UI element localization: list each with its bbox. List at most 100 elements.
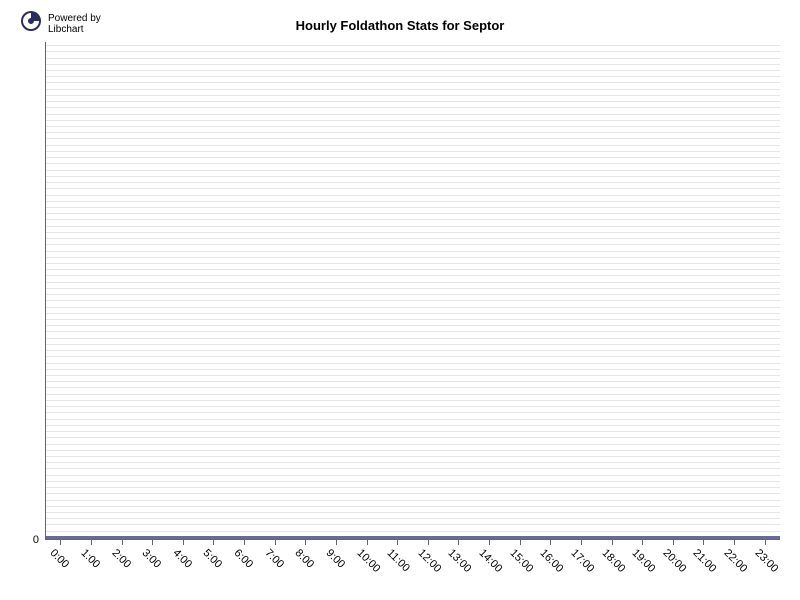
gridline: [46, 226, 780, 227]
x-tick-label: 23:00: [752, 547, 780, 575]
x-tick-label: 9:00: [323, 547, 347, 571]
x-tick-label: 6:00: [232, 547, 256, 571]
x-tick-label: 10:00: [354, 547, 382, 575]
x-tick-label: 17:00: [568, 547, 596, 575]
branding: Powered by Libchart: [20, 10, 101, 37]
x-tick: [581, 540, 582, 545]
x-tick: [642, 540, 643, 545]
gridline: [46, 213, 780, 214]
gridline: [46, 89, 780, 90]
gridline: [46, 244, 780, 245]
x-tick: [305, 540, 306, 545]
x-tick: [673, 540, 674, 545]
gridline: [46, 506, 780, 507]
x-tick-label: 1:00: [78, 547, 102, 571]
gridline: [46, 475, 780, 476]
x-tick-label: 8:00: [293, 547, 317, 571]
gridline: [46, 387, 780, 388]
gridline: [46, 456, 780, 457]
gridline: [46, 151, 780, 152]
gridline: [46, 500, 780, 501]
libchart-logo-icon: [20, 10, 42, 37]
x-tick: [458, 540, 459, 545]
x-tick: [244, 540, 245, 545]
x-tick: [367, 540, 368, 545]
gridline: [46, 450, 780, 451]
gridline: [46, 51, 780, 52]
gridline: [46, 400, 780, 401]
gridline: [46, 126, 780, 127]
gridline: [46, 444, 780, 445]
gridline: [46, 138, 780, 139]
gridline: [46, 344, 780, 345]
x-tick-label: 18:00: [599, 547, 627, 575]
gridline: [46, 481, 780, 482]
gridline: [46, 182, 780, 183]
gridline: [46, 338, 780, 339]
gridline: [46, 132, 780, 133]
gridline: [46, 257, 780, 258]
gridline: [46, 375, 780, 376]
chart-container: Powered by Libchart Hourly Foldathon Sta…: [0, 0, 800, 600]
gridline: [46, 188, 780, 189]
gridline: [46, 207, 780, 208]
gridline: [46, 313, 780, 314]
gridline: [46, 176, 780, 177]
x-tick: [489, 540, 490, 545]
gridline: [46, 381, 780, 382]
gridline: [46, 325, 780, 326]
gridline: [46, 251, 780, 252]
x-tick-label: 15:00: [507, 547, 535, 575]
x-tick-label: 16:00: [538, 547, 566, 575]
gridline: [46, 406, 780, 407]
gridline: [46, 294, 780, 295]
x-tick: [612, 540, 613, 545]
gridline: [46, 419, 780, 420]
plot-area: [45, 42, 780, 540]
x-tick: [765, 540, 766, 545]
x-tick-label: 21:00: [691, 547, 719, 575]
gridline: [46, 437, 780, 438]
gridline: [46, 394, 780, 395]
x-tick: [734, 540, 735, 545]
gridline: [46, 76, 780, 77]
gridline: [46, 331, 780, 332]
x-tick: [213, 540, 214, 545]
x-tick-label: 7:00: [262, 547, 286, 571]
x-tick: [275, 540, 276, 545]
gridline: [46, 45, 780, 46]
gridline: [46, 101, 780, 102]
x-tick: [60, 540, 61, 545]
x-tick-label: 22:00: [722, 547, 750, 575]
gridline: [46, 531, 780, 532]
x-tick: [703, 540, 704, 545]
x-tick: [152, 540, 153, 545]
gridline: [46, 114, 780, 115]
gridline: [46, 363, 780, 364]
gridline: [46, 58, 780, 59]
bar-baseline-strip: [46, 536, 780, 539]
gridline: [46, 64, 780, 65]
gridline: [46, 307, 780, 308]
x-tick-label: 3:00: [140, 547, 164, 571]
branding-text: Powered by Libchart: [48, 13, 101, 35]
y-tick-label: 0: [33, 534, 39, 546]
x-tick: [183, 540, 184, 545]
gridline: [46, 468, 780, 469]
x-tick: [336, 540, 337, 545]
x-tick: [428, 540, 429, 545]
x-tick: [520, 540, 521, 545]
x-tick-label: 19:00: [630, 547, 658, 575]
gridline: [46, 201, 780, 202]
x-tick-label: 0:00: [48, 547, 72, 571]
gridline: [46, 425, 780, 426]
gridline: [46, 300, 780, 301]
gridline: [46, 487, 780, 488]
gridline: [46, 512, 780, 513]
gridline: [46, 412, 780, 413]
gridline: [46, 263, 780, 264]
x-tick-label: 4:00: [170, 547, 194, 571]
gridline: [46, 282, 780, 283]
gridline: [46, 269, 780, 270]
x-tick-label: 11:00: [385, 547, 412, 574]
